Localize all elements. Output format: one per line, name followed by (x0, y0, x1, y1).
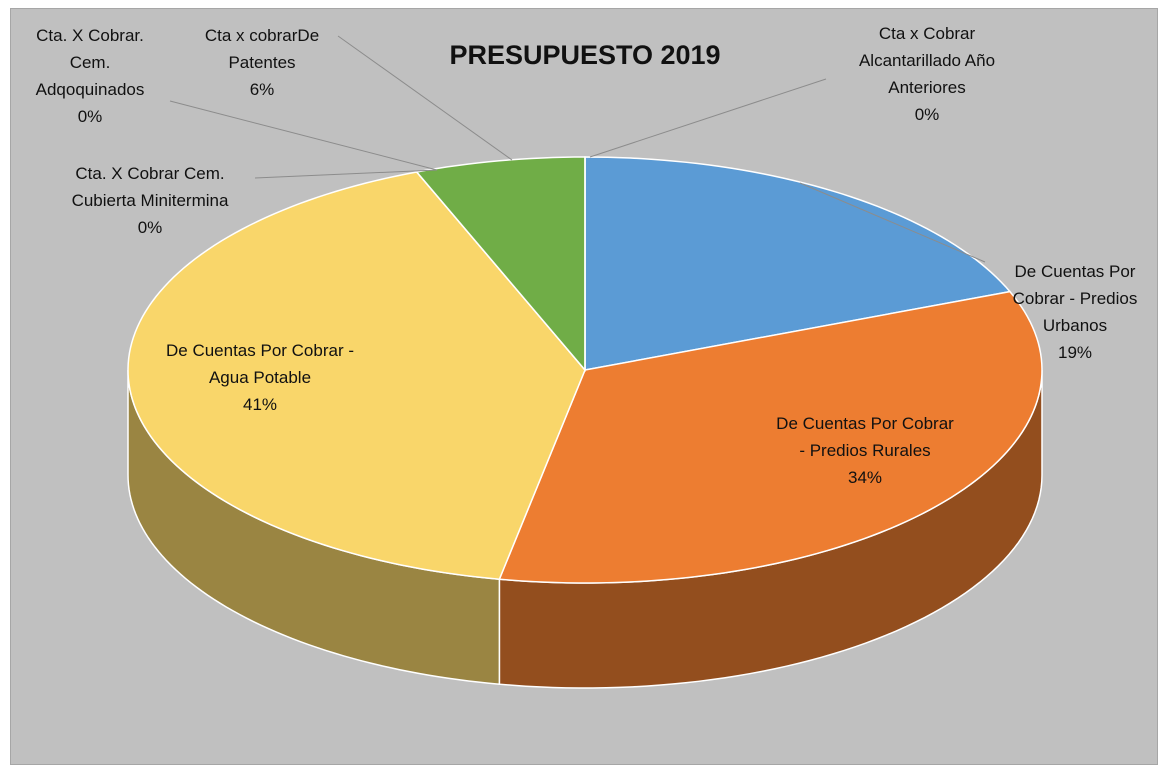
data-label: Cta. X Cobrar. Cem. Adqoquinados 0% (25, 22, 155, 130)
category-label: Cta x cobrarDe Patentes (204, 26, 320, 72)
data-label: Cta x Cobrar Alcantarillado Año Anterior… (827, 20, 1027, 128)
category-label: De Cuentas Por Cobrar - Predios Urbanos (1012, 262, 1138, 335)
data-label: Cta x cobrarDe Patentes 6% (195, 22, 330, 103)
leader-line (169, 100, 438, 171)
value-label: 0% (137, 218, 163, 237)
slice (415, 156, 586, 373)
value-label: 19% (1057, 343, 1093, 362)
category-label: Cta. X Cobrar. Cem. Adqoquinados (35, 26, 145, 99)
chart-title: PRESUPUESTO 2019 (449, 40, 721, 70)
data-label: De Cuentas Por Cobrar - Agua Potable 41% (160, 337, 360, 418)
category-label: De Cuentas Por Cobrar - Predios Rurales (776, 414, 954, 460)
data-label: De Cuentas Por Cobrar - Predios Urbanos 1… (993, 258, 1158, 366)
value-label: 6% (249, 80, 275, 99)
slice (498, 290, 1043, 584)
value-label: 41% (242, 395, 278, 414)
category-label: Cta. X Cobrar Cem. Cubierta Minitermina (71, 164, 229, 210)
category-label: Cta x Cobrar Alcantarillado Año Anterior… (858, 24, 996, 97)
data-label: Cta. X Cobrar Cem. Cubierta Minitermina 0… (50, 160, 250, 241)
leader-lines (169, 35, 986, 263)
value-label: 0% (914, 105, 940, 124)
leader-line (254, 169, 438, 179)
value-label: 0% (77, 107, 103, 126)
leader-line (589, 78, 827, 158)
category-label: De Cuentas Por Cobrar - Agua Potable (165, 341, 355, 387)
data-label: De Cuentas Por Cobrar - Predios Rurales 3… (775, 410, 955, 491)
value-label: 34% (847, 468, 883, 487)
leader-line (337, 35, 513, 161)
slice (127, 171, 586, 581)
leader-line (799, 182, 986, 263)
